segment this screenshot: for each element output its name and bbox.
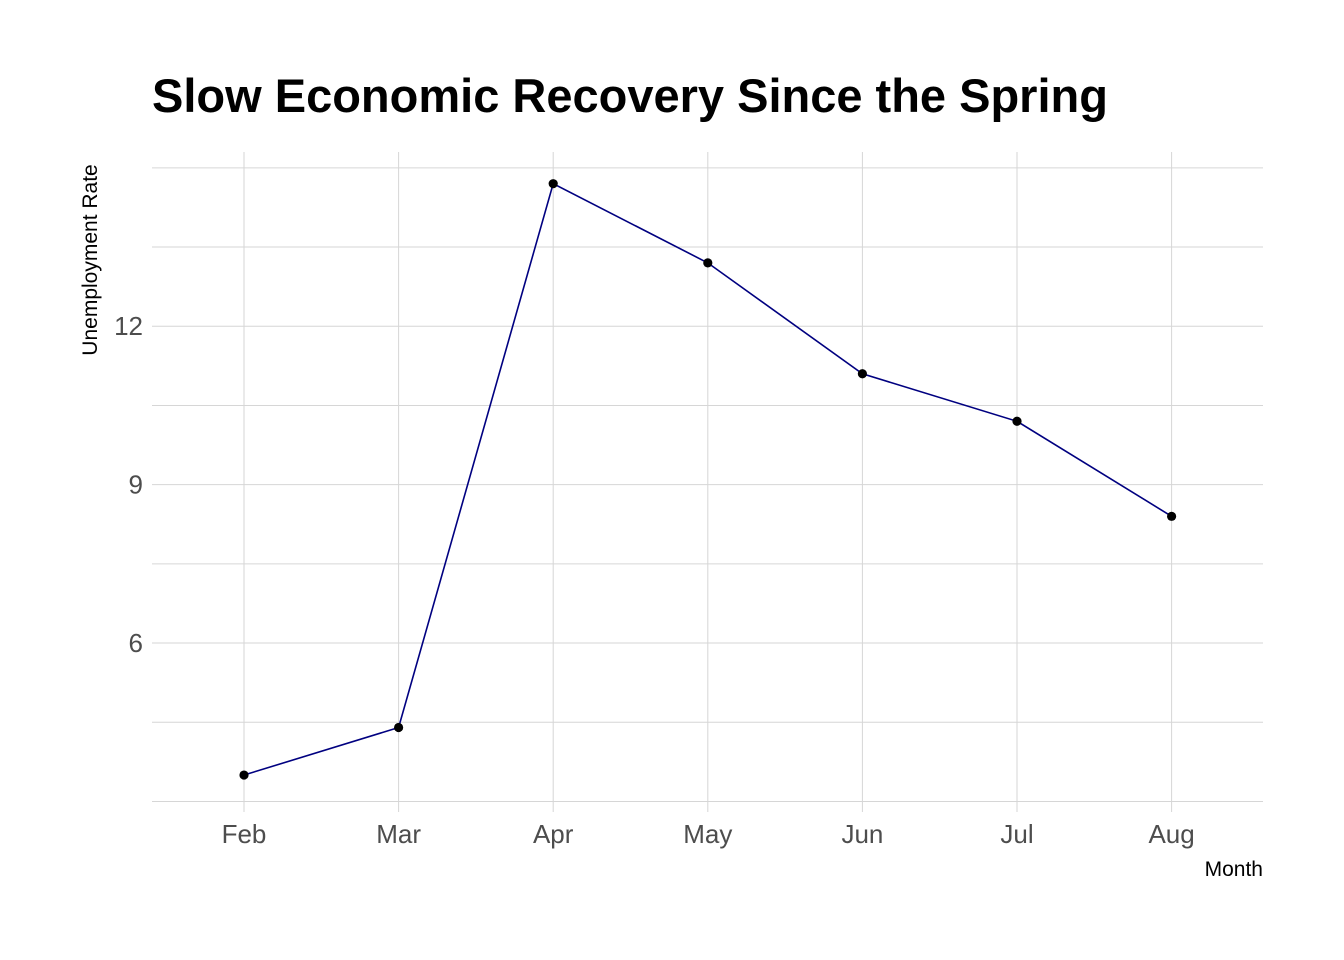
x-tick-label: Jun [841, 819, 883, 849]
x-axis-title: Month [1205, 858, 1263, 881]
chart-title: Slow Economic Recovery Since the Spring [152, 69, 1108, 122]
x-tick-label: May [683, 819, 732, 849]
data-points-layer [239, 179, 1177, 780]
y-axis-title: Unemployment Rate [79, 164, 102, 355]
x-tick-label: Apr [533, 819, 574, 849]
grid-layer [152, 152, 1263, 812]
y-tick-label: 9 [129, 470, 143, 500]
tick-labels-layer: Feb Mar Apr May Jun Jul Aug 6 9 12 [114, 311, 1195, 849]
data-point [394, 722, 404, 733]
x-tick-label: Jul [1000, 819, 1033, 849]
x-tick-label: Mar [376, 819, 421, 849]
data-point [703, 258, 713, 268]
y-tick-label: 12 [114, 311, 143, 341]
data-point [1167, 511, 1177, 521]
data-point [857, 369, 868, 379]
data-point [239, 770, 249, 780]
y-tick-label: 6 [129, 628, 143, 658]
x-tick-label: Feb [222, 819, 267, 849]
data-point [1012, 416, 1022, 426]
data-point [548, 179, 558, 189]
x-tick-label: Aug [1148, 819, 1194, 849]
